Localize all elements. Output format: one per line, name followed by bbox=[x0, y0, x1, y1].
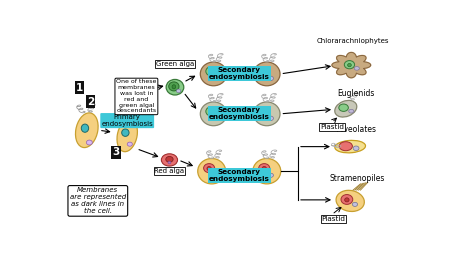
Text: Green alga: Green alga bbox=[156, 61, 194, 67]
Text: 1: 1 bbox=[76, 83, 83, 93]
Ellipse shape bbox=[336, 190, 365, 211]
Text: Plastid: Plastid bbox=[320, 124, 344, 130]
Ellipse shape bbox=[341, 194, 353, 204]
Ellipse shape bbox=[353, 146, 359, 151]
Ellipse shape bbox=[166, 80, 184, 95]
Ellipse shape bbox=[335, 140, 365, 153]
Ellipse shape bbox=[166, 156, 173, 162]
Ellipse shape bbox=[267, 116, 273, 120]
Ellipse shape bbox=[268, 173, 273, 177]
Text: Secondary
endosymbiosis: Secondary endosymbiosis bbox=[209, 107, 270, 120]
Polygon shape bbox=[332, 52, 371, 78]
Ellipse shape bbox=[161, 154, 178, 166]
Ellipse shape bbox=[214, 116, 220, 120]
Ellipse shape bbox=[198, 159, 226, 184]
Ellipse shape bbox=[253, 159, 281, 184]
Text: Plastid: Plastid bbox=[321, 216, 346, 222]
Ellipse shape bbox=[339, 142, 352, 151]
Ellipse shape bbox=[213, 173, 219, 177]
Ellipse shape bbox=[345, 198, 349, 202]
Ellipse shape bbox=[206, 67, 216, 76]
Text: 2: 2 bbox=[87, 97, 94, 107]
Text: 3: 3 bbox=[112, 147, 120, 157]
Ellipse shape bbox=[86, 140, 92, 145]
Ellipse shape bbox=[335, 100, 357, 117]
Ellipse shape bbox=[122, 129, 129, 136]
Ellipse shape bbox=[207, 167, 211, 171]
Ellipse shape bbox=[254, 102, 280, 126]
Text: Secondary
endosymbiosis: Secondary endosymbiosis bbox=[209, 67, 270, 80]
Ellipse shape bbox=[352, 202, 357, 206]
Ellipse shape bbox=[349, 109, 354, 113]
Ellipse shape bbox=[176, 89, 181, 93]
Ellipse shape bbox=[259, 67, 269, 76]
Ellipse shape bbox=[214, 76, 220, 81]
Text: Euglenids: Euglenids bbox=[337, 89, 375, 98]
Text: Membranes
are represented
as dark lines in
the cell.: Membranes are represented as dark lines … bbox=[70, 187, 126, 214]
Ellipse shape bbox=[127, 142, 132, 146]
Text: Primary
endosymbiosis: Primary endosymbiosis bbox=[101, 114, 153, 127]
Text: Alveolates: Alveolates bbox=[337, 125, 377, 134]
Ellipse shape bbox=[259, 107, 269, 116]
Ellipse shape bbox=[209, 110, 213, 114]
Ellipse shape bbox=[344, 61, 355, 69]
Ellipse shape bbox=[172, 85, 176, 89]
Text: One of these
membranes
was lost in
red and
green algal
descendants: One of these membranes was lost in red a… bbox=[116, 80, 156, 113]
Ellipse shape bbox=[169, 82, 179, 91]
Ellipse shape bbox=[201, 62, 227, 86]
Ellipse shape bbox=[117, 119, 137, 152]
Ellipse shape bbox=[201, 102, 227, 126]
Text: Secondary
endosymbiosis: Secondary endosymbiosis bbox=[209, 169, 270, 182]
Ellipse shape bbox=[267, 76, 273, 81]
Ellipse shape bbox=[82, 124, 89, 132]
Ellipse shape bbox=[75, 113, 98, 148]
Ellipse shape bbox=[354, 66, 359, 70]
Ellipse shape bbox=[254, 62, 280, 86]
Ellipse shape bbox=[339, 104, 348, 111]
Text: Red alga: Red alga bbox=[155, 168, 184, 174]
Ellipse shape bbox=[347, 64, 351, 67]
Text: Stramenopiles: Stramenopiles bbox=[329, 174, 384, 183]
Ellipse shape bbox=[204, 164, 215, 173]
Ellipse shape bbox=[263, 70, 266, 74]
Text: Chlorarachniophytes: Chlorarachniophytes bbox=[317, 38, 389, 44]
Ellipse shape bbox=[263, 110, 266, 114]
Ellipse shape bbox=[259, 164, 270, 173]
Ellipse shape bbox=[168, 161, 171, 164]
Ellipse shape bbox=[262, 167, 266, 171]
Ellipse shape bbox=[209, 70, 213, 74]
Ellipse shape bbox=[206, 107, 216, 116]
